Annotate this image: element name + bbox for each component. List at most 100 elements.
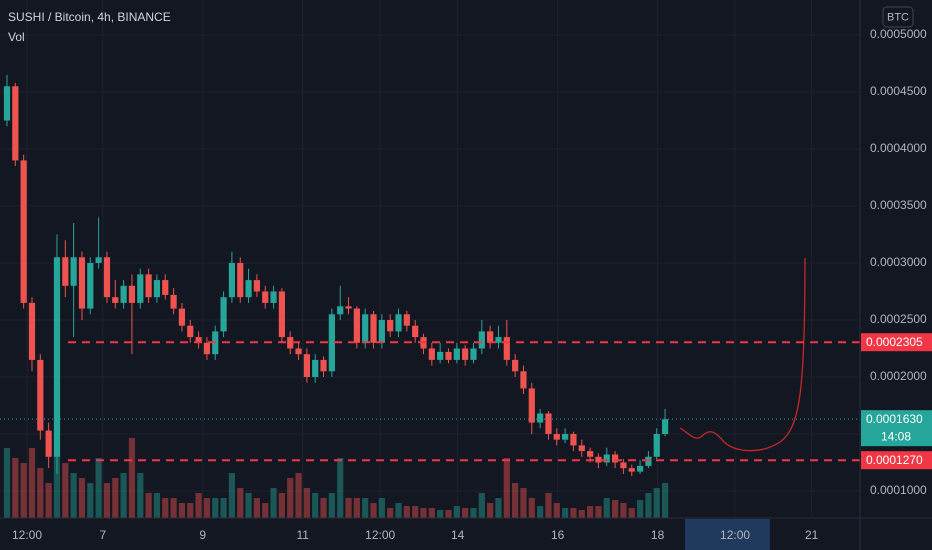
volume-bar [520,488,527,518]
candle-body [162,280,169,295]
volume-bar [603,498,610,518]
candle-body [520,371,527,389]
volume-bar [337,458,344,518]
volume-bar [137,473,144,518]
candle-body [528,388,535,423]
volume-bar [611,500,619,518]
y-tick-label: 0.0003000 [870,255,927,269]
candle-body [470,348,477,360]
volume-bar [512,483,519,518]
volume-bar [12,458,19,518]
x-tick-label: 12:00 [720,528,750,542]
candle-body [620,462,627,469]
candle-body [103,257,111,298]
volume-bar [437,510,444,518]
candle-body [70,257,77,286]
volume-bar [28,448,36,518]
y-tick-label: 0.0003500 [870,198,927,212]
volume-bar [287,478,294,518]
candle-body [570,433,577,446]
volume-bar [70,473,77,518]
volume-bar [245,493,252,518]
candle-body [203,342,211,355]
candle-body [661,419,669,434]
volume-bar [595,506,602,518]
volume-bar [412,506,419,518]
candle-body [145,274,152,298]
x-tick-label: 11 [296,528,309,542]
candle-body [262,291,269,303]
volume-bar [553,503,560,518]
volume-bar [237,488,244,518]
volume-bar [303,488,310,518]
grid [0,0,860,518]
candle-body [645,456,652,466]
candle-body [303,354,310,377]
price-badge [861,451,932,470]
y-tick-label: 0.0001000 [870,483,927,497]
candle-body [328,314,335,372]
overlay [0,341,860,462]
candle-body [628,468,635,472]
price-badge-label: 0.0001270 [866,453,923,467]
price-badge-label: 0.0002305 [866,335,923,349]
volume-bar [3,448,11,518]
volume-bar [62,463,69,518]
volume-bar [478,493,485,518]
candle-body [37,359,44,431]
candle-body [128,285,136,303]
currency-button[interactable] [882,6,914,28]
volume-bar [628,508,635,518]
candle-body [287,337,294,349]
volume-bar [170,498,177,518]
x-tick-label: 7 [99,528,106,542]
volume-bar [87,483,94,518]
volume-bar [37,468,44,518]
candle-body [370,314,377,343]
candle-body [237,262,244,298]
volume-bar [495,498,502,518]
candle-body [345,306,352,309]
volume-bar [45,483,52,518]
candle-body [428,348,435,360]
y-tick-label: 0.0005000 [870,27,927,41]
volume-bar [578,510,585,518]
volume-bar [545,493,552,518]
candle-body [487,331,494,343]
volume-bar [587,506,594,518]
volume-bar [128,438,136,518]
volume-bar [153,493,161,518]
candle-body [153,280,161,298]
volume-bar [537,506,544,518]
candle-body [137,274,144,303]
volume-bar [403,506,410,518]
candle-body [403,314,410,326]
volume-bar [212,498,219,518]
x-tick-label: 12:00 [365,528,395,542]
candle-body [320,359,327,372]
candle-body [28,302,36,360]
candle-body [312,359,319,377]
candle-body [95,257,102,263]
volume-bar [262,503,269,518]
volume-bar [395,503,402,518]
price-badge [861,333,932,352]
volume-bar [362,498,369,518]
volume-bar [653,488,660,518]
volume-bar [462,508,469,518]
volume-bar [78,478,86,518]
y-tick-label: 0.0002500 [870,312,927,326]
candle-body [562,433,569,440]
volume-bar [353,498,360,518]
candle-body [362,314,369,343]
volume-bar [387,508,394,518]
candle-body [595,456,602,463]
candle-body [337,306,344,315]
volume-bar [228,473,236,518]
candle-body [412,325,419,338]
y-tick-label: 0.0002000 [870,369,927,383]
candle-body [553,433,560,440]
candle-body [378,319,385,343]
volume-bar [528,498,535,518]
currency-label: BTC [887,11,909,23]
